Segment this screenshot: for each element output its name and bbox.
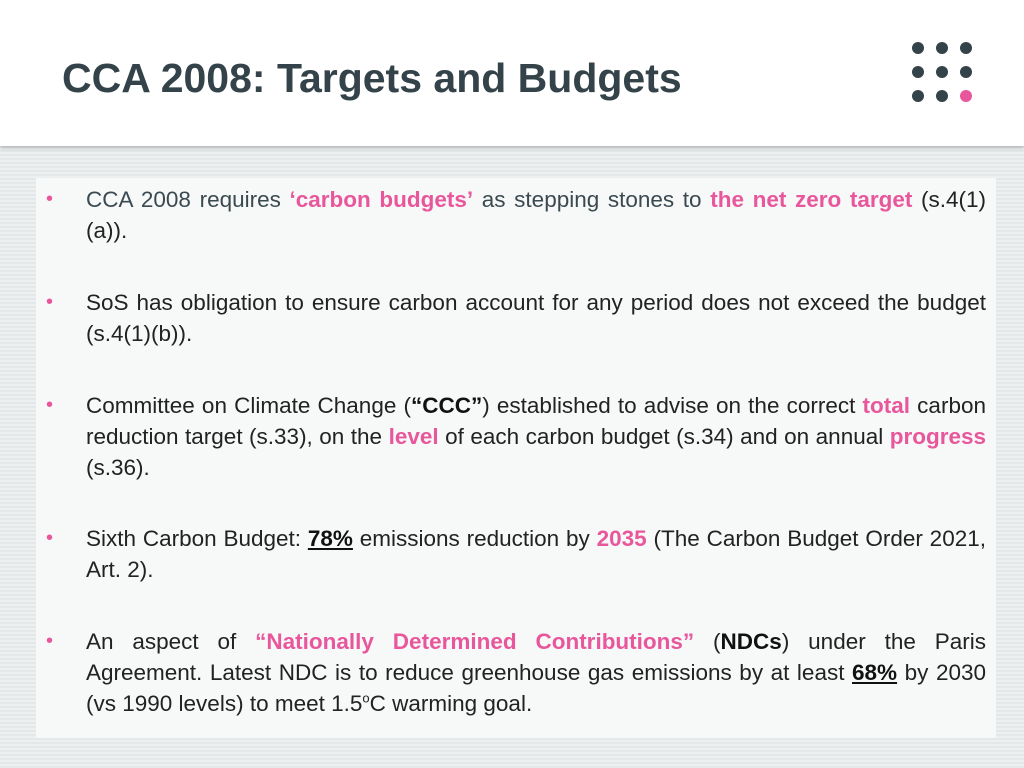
bullet-marker: • [46, 291, 54, 313]
dot [912, 90, 924, 102]
bullet-marker: • [46, 527, 54, 549]
bullet-item: • Sixth Carbon Budget: 78% emissions red… [46, 523, 986, 585]
dot [960, 66, 972, 78]
bullet-text: An aspect of “Nationally Determined Cont… [86, 629, 987, 716]
dot [960, 42, 972, 54]
dot [936, 90, 948, 102]
bullet-item: • CCA 2008 requires ‘carbon budgets’ as … [46, 184, 986, 246]
bullet-marker: • [46, 630, 54, 652]
bullet-marker: • [46, 188, 54, 210]
bullet-marker: • [46, 394, 54, 416]
slide-header: CCA 2008: Targets and Budgets [0, 0, 1024, 146]
dot [912, 66, 924, 78]
dot [912, 42, 924, 54]
accent-dot [960, 90, 972, 102]
bullet-text: SoS has obligation to ensure carbon acco… [86, 290, 986, 346]
bullet-text: Committee on Climate Change (“CCC”) esta… [86, 393, 987, 480]
slide-title: CCA 2008: Targets and Budgets [62, 55, 682, 101]
dot [936, 42, 948, 54]
dot [936, 66, 948, 78]
bullet-text: Sixth Carbon Budget: 78% emissions reduc… [86, 526, 986, 582]
bullet-item: • SoS has obligation to ensure carbon ac… [46, 287, 986, 349]
bullet-item: • Committee on Climate Change (“CCC”) es… [46, 390, 986, 483]
bullet-item: • An aspect of “Nationally Determined Co… [46, 626, 986, 719]
bullet-text: CCA 2008 requires ‘carbon budgets’ as st… [86, 187, 987, 243]
content-panel [36, 178, 996, 738]
dot-grid-icon [912, 42, 978, 104]
